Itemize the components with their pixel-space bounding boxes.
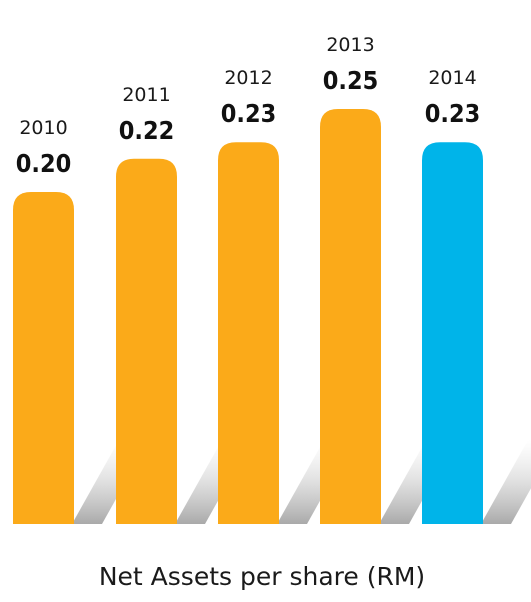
value-label-2011: 0.22	[119, 116, 175, 145]
year-label-2011: 2011	[122, 84, 170, 106]
bars-group	[13, 109, 483, 525]
bar-2011	[116, 158, 177, 525]
chart-title: Net Assets per share (RM)	[99, 562, 425, 591]
labels-group: 0.20 2010 0.22 2011 0.23 2012 0.25 2013 0.23 2014	[16, 34, 481, 178]
value-label-2014: 0.23	[425, 99, 481, 128]
year-label-2014: 2014	[428, 67, 476, 89]
bar-2010	[13, 192, 74, 524]
bar-2012	[218, 142, 279, 524]
bar-2013	[320, 109, 381, 524]
bar-2014	[422, 142, 483, 524]
year-label-2010: 2010	[19, 117, 67, 139]
value-label-2010: 0.20	[16, 149, 72, 178]
bar-shadow-2014	[481, 440, 531, 524]
value-label-2012: 0.23	[221, 99, 277, 128]
year-label-2013: 2013	[326, 34, 374, 56]
year-label-2012: 2012	[224, 67, 272, 89]
value-label-2013: 0.25	[323, 66, 379, 95]
